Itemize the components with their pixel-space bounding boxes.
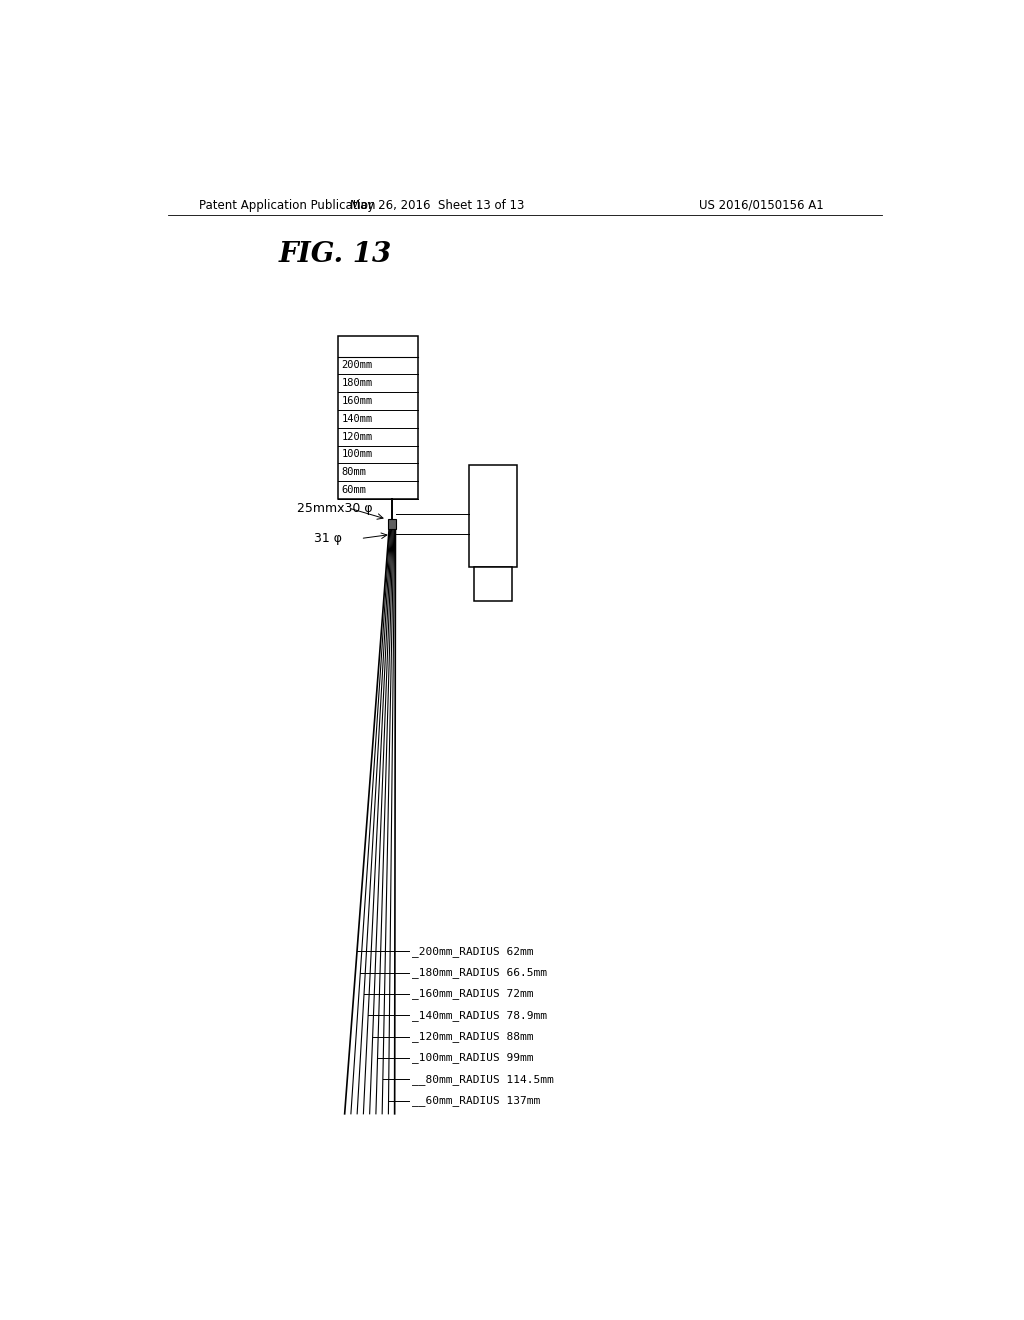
Text: _100mm_RADIUS 99mm: _100mm_RADIUS 99mm [412, 1052, 534, 1064]
Text: _160mm_RADIUS 72mm: _160mm_RADIUS 72mm [412, 989, 534, 999]
Text: __60mm_RADIUS 137mm: __60mm_RADIUS 137mm [412, 1096, 541, 1106]
Text: 160mm: 160mm [341, 396, 373, 407]
Text: FIG. 13: FIG. 13 [279, 242, 392, 268]
Bar [388, 519, 396, 529]
Bar [469, 466, 517, 568]
Bar [474, 568, 512, 601]
Text: 31 φ: 31 φ [314, 532, 342, 545]
Bar [338, 337, 418, 499]
Text: 60mm: 60mm [341, 484, 367, 495]
Text: 100mm: 100mm [341, 449, 373, 459]
Text: _180mm_RADIUS 66.5mm: _180mm_RADIUS 66.5mm [412, 968, 547, 978]
Text: 80mm: 80mm [341, 467, 367, 478]
Text: 25mmx30 φ: 25mmx30 φ [297, 502, 373, 515]
Text: 200mm: 200mm [341, 360, 373, 371]
Text: Patent Application Publication: Patent Application Publication [200, 198, 376, 211]
Text: May 26, 2016  Sheet 13 of 13: May 26, 2016 Sheet 13 of 13 [350, 198, 524, 211]
Text: 180mm: 180mm [341, 379, 373, 388]
Text: _120mm_RADIUS 88mm: _120mm_RADIUS 88mm [412, 1031, 534, 1041]
Text: 120mm: 120mm [341, 432, 373, 442]
Text: US 2016/0150156 A1: US 2016/0150156 A1 [699, 198, 824, 211]
Text: _140mm_RADIUS 78.9mm: _140mm_RADIUS 78.9mm [412, 1010, 547, 1020]
Text: 140mm: 140mm [341, 414, 373, 424]
Text: __80mm_RADIUS 114.5mm: __80mm_RADIUS 114.5mm [412, 1073, 554, 1085]
Text: _200mm_RADIUS 62mm: _200mm_RADIUS 62mm [412, 945, 534, 957]
